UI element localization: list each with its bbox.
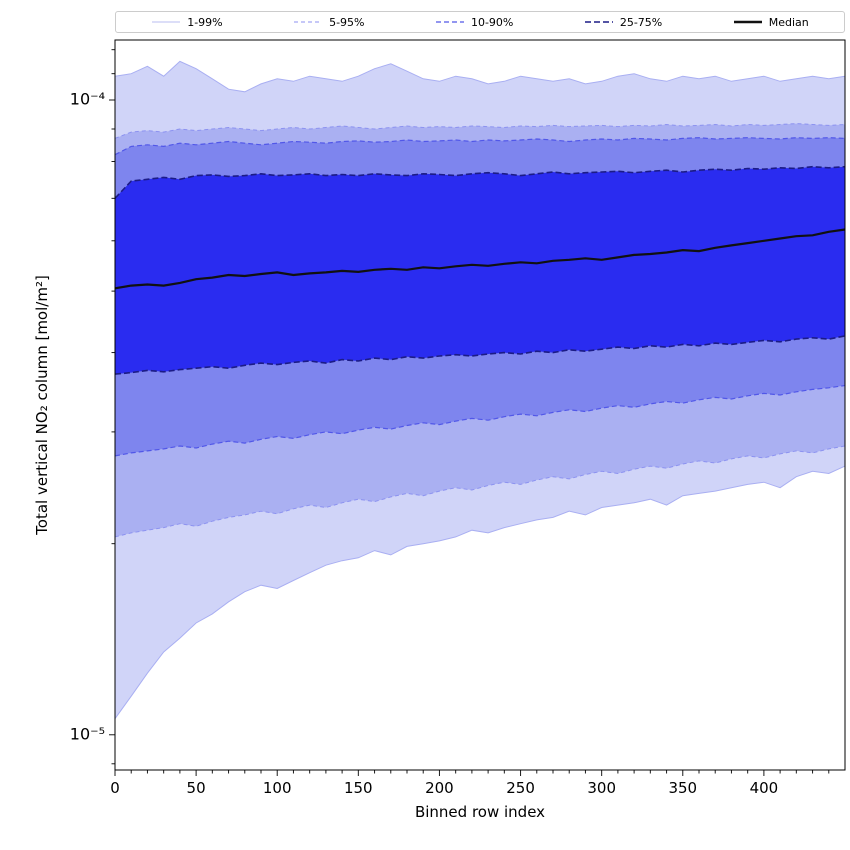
edge-p10 [114,384,846,457]
axes-box [114,39,846,771]
edge-p99 [114,60,846,93]
legend-label: 1-99% [187,15,223,29]
legend-line-sample [152,21,181,23]
legend-label: 10-90% [470,15,514,29]
y-tick-label: 10⁻⁴ [70,90,105,109]
legend-item-25-75%: 25-75% [584,16,662,29]
edge-p5 [114,445,846,538]
x-tick-label: 350 [668,779,697,797]
x-tick-label: 200 [425,779,454,797]
legend-item-5-95%: 5-95% [293,15,365,29]
x-tick-label: 100 [263,779,292,797]
x-tick-label: 150 [344,779,373,797]
x-tick-label: 300 [587,779,616,797]
x-axis-label: Binned row index [414,803,546,821]
legend-label: Median [768,15,809,29]
median-line [114,228,846,290]
legend-item-Median: Median [733,16,809,29]
legend-label: 5-95% [329,15,365,29]
edge-p1 [114,465,846,719]
legend-label: 25-75% [619,15,663,29]
legend-item-1-99%: 1-99% [151,15,223,29]
edge-p75 [114,165,846,199]
legend-line-sample [435,21,464,23]
x-tick-label: 400 [750,779,779,797]
band-25-75% [115,166,845,375]
edge-p90 [114,137,846,156]
x-tick-label: 0 [110,779,120,797]
edge-p25 [114,335,846,375]
legend-line-sample [733,20,762,24]
legend: 1-99% 5-95% 10-90% 25-75% Median [115,11,845,33]
x-tick-label: 50 [187,779,206,797]
legend-line-sample [294,21,323,23]
y-axis-label: Total vertical NO₂ column [mol/m²] [33,275,51,535]
edge-p95 [114,123,846,139]
legend-item-10-90%: 10-90% [435,16,513,29]
y-tick-label: 10⁻⁵ [70,724,105,743]
legend-line-sample [584,21,613,23]
x-tick-label: 250 [506,779,535,797]
